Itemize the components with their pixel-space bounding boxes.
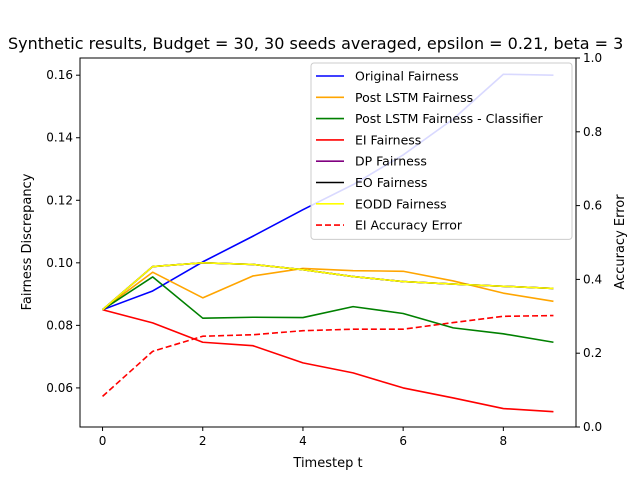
- y2-tick-label: 0.4: [583, 272, 602, 286]
- x-tick-label: 4: [299, 434, 307, 448]
- series-line-post-lstm-fairness: [102, 267, 554, 311]
- y2-tick-label: 0.0: [583, 420, 602, 434]
- series-line-eodd-fairness: [102, 262, 554, 311]
- legend-entry-label: Post LSTM Fairness - Classifier: [355, 111, 544, 126]
- x-tick-label: 2: [199, 434, 207, 448]
- plot-area: [79, 57, 577, 428]
- legend-entry-label: Post LSTM Fairness: [355, 90, 473, 105]
- chart-title: Synthetic results, Budget = 30, 30 seeds…: [8, 34, 623, 53]
- y-tick-label: 0.16: [46, 68, 73, 82]
- series-line-ei-fairness: [102, 308, 554, 413]
- y2-tick-label: 0.6: [583, 199, 602, 213]
- y-tick-label: 0.06: [46, 381, 73, 395]
- y-tick-label: 0.08: [46, 318, 73, 332]
- series-line-post-lstm-fairness-classifier: [102, 276, 554, 344]
- legend-entry-label: EODD Fairness: [355, 196, 447, 211]
- ticks-layer: 0 2 4 6 8 0.06 0.08 0.10 0.12 0.14 0.16 0.0 0.2 0.4 0.…: [46, 51, 602, 448]
- y-tick-label: 0.10: [46, 256, 73, 270]
- x-axis-label: Timestep t: [292, 456, 362, 471]
- y-tick-label: 0.14: [46, 131, 73, 145]
- y2-tick-label: 0.2: [583, 346, 602, 360]
- legend-frame: [310, 62, 573, 240]
- y-axis-label: Fairness Discrepancy: [20, 173, 35, 310]
- legend-entry-label: EI Accuracy Error: [355, 218, 463, 233]
- y-tick-label: 0.12: [46, 193, 73, 207]
- x-tick-label: 0: [99, 434, 107, 448]
- legend: Original Fairness Post LSTM Fairness Post …: [310, 62, 573, 240]
- x-tick-label: 8: [500, 434, 508, 448]
- legend-entry-label: DP Fairness: [355, 154, 427, 169]
- series-line-ei-accuracy-error: [102, 314, 554, 397]
- y2-tick-label: 0.8: [583, 125, 602, 139]
- legend-entry-label: EI Fairness: [355, 132, 421, 147]
- y2-tick-label: 1.0: [583, 51, 602, 65]
- legend-entry-label: Original Fairness: [355, 69, 459, 84]
- x-tick-label: 6: [399, 434, 407, 448]
- y2-axis-label: Accuracy Error: [613, 194, 628, 290]
- legend-entry-label: EO Fairness: [355, 175, 427, 190]
